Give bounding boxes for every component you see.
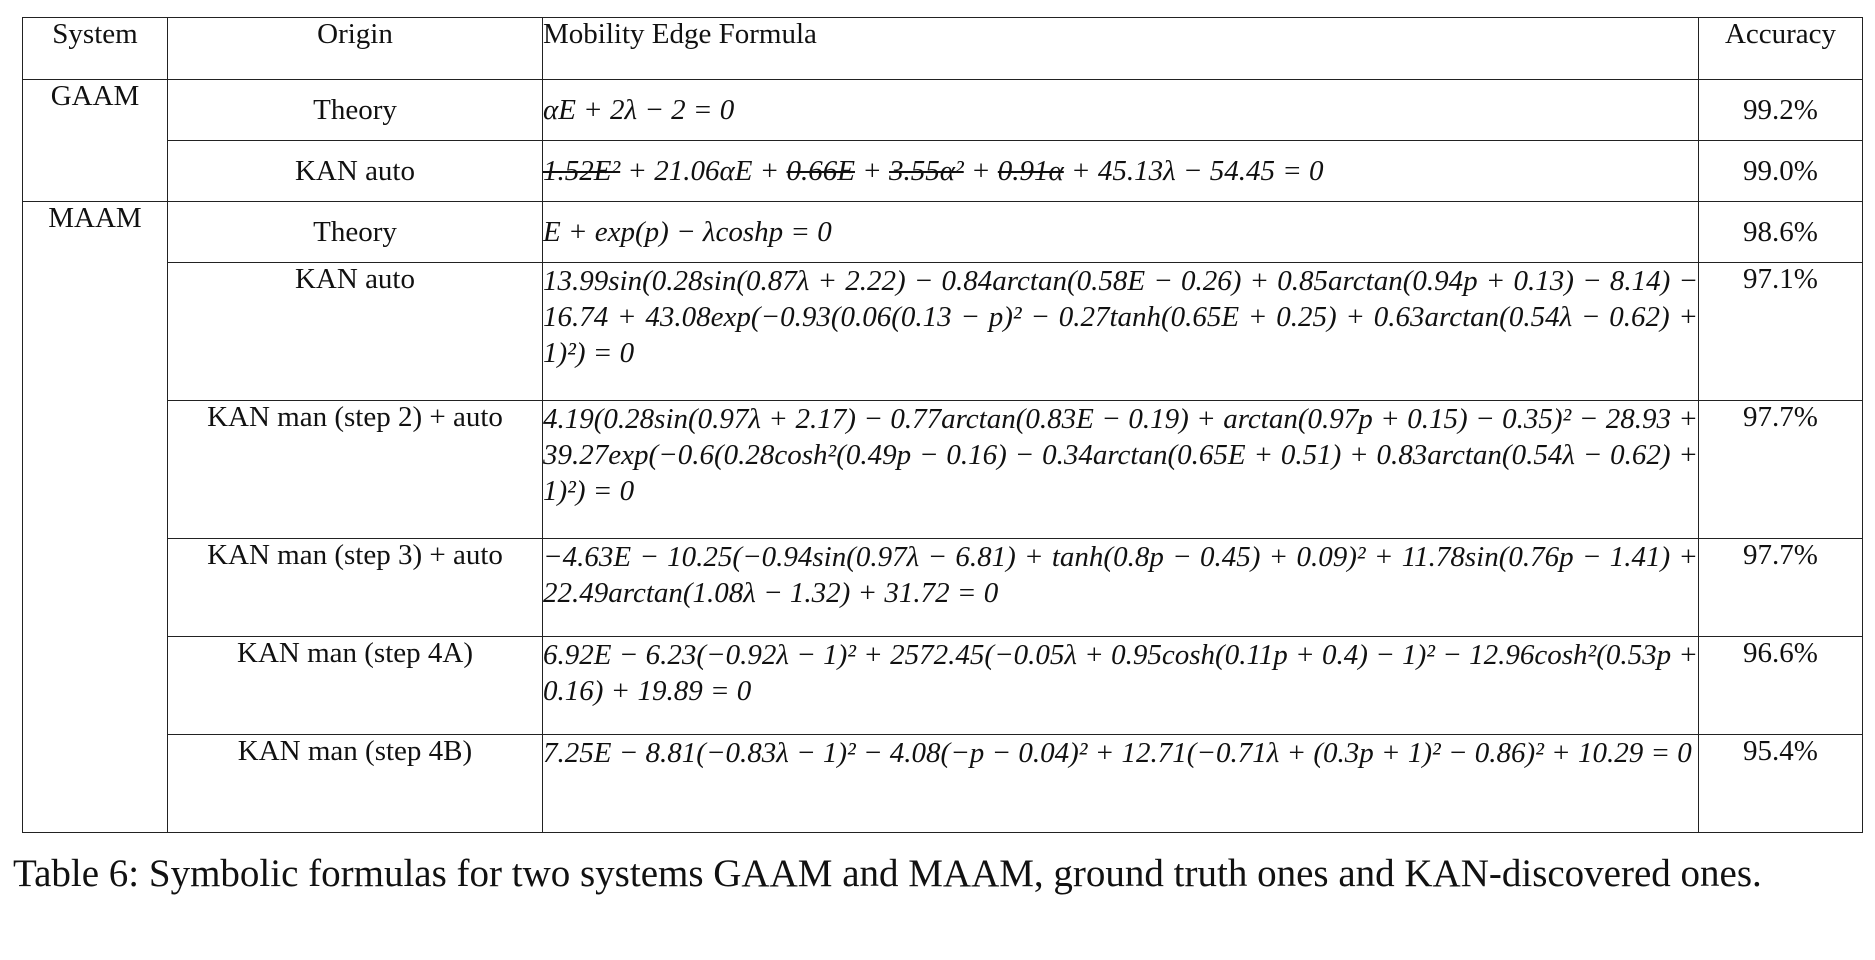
header-accuracy: Accuracy <box>1698 17 1863 80</box>
formula-cell-with-strikethrough: 1.52E² + 21.06αE + 0.66E + 3.55α² + 0.91… <box>542 140 1699 202</box>
formula-cell: αE + 2λ − 2 = 0 <box>542 79 1699 141</box>
formula-term: + <box>963 155 998 187</box>
struck-term: 0.66E <box>786 155 855 187</box>
origin-cell: KAN auto <box>167 262 543 401</box>
formula-cell: 4.19(0.28sin(0.97λ + 2.17) − 0.77arctan(… <box>542 400 1699 539</box>
header-origin: Origin <box>167 17 543 80</box>
formula-cell: 7.25E − 8.81(−0.83λ − 1)² − 4.08(−p − 0.… <box>542 734 1699 833</box>
origin-cell: KAN man (step 4B) <box>167 734 543 833</box>
table-row: KAN man (step 2) + auto 4.19(0.28sin(0.9… <box>23 400 1863 539</box>
table-row: KAN man (step 4B) 7.25E − 8.81(−0.83λ − … <box>23 734 1863 833</box>
header-row: System Origin Mobility Edge Formula Accu… <box>22 17 1863 80</box>
origin-cell: KAN auto <box>167 140 543 202</box>
table-row: KAN auto 1.52E² + 21.06αE + 0.66E + 3.55… <box>23 140 1863 202</box>
origin-cell: Theory <box>167 79 543 141</box>
formula-cell: 13.99sin(0.28sin(0.87λ + 2.22) − 0.84arc… <box>542 262 1699 401</box>
formula-term: + <box>854 155 890 187</box>
table-row: MAAM Theory E + exp(p) − λcoshp = 0 98.6… <box>22 201 1863 833</box>
table-row: GAAM Theory αE + 2λ − 2 = 0 99.2% <box>22 79 1863 202</box>
header-formula: Mobility Edge Formula <box>542 17 1699 80</box>
origin-cell: KAN man (step 4A) <box>167 636 543 735</box>
accuracy-cell: 99.0% <box>1698 140 1863 202</box>
accuracy-cell: 98.6% <box>1698 201 1863 263</box>
accuracy-cell: 96.6% <box>1698 636 1863 735</box>
struck-term: 0.91α <box>997 155 1064 187</box>
table-row: KAN man (step 4A) 6.92E − 6.23(−0.92λ − … <box>23 636 1863 735</box>
formula-cell: E + exp(p) − λcoshp = 0 <box>542 201 1699 263</box>
formula-term: + 45.13λ − 54.45 = 0 <box>1063 155 1324 187</box>
formula-table-container: System Origin Mobility Edge Formula Accu… <box>22 17 1863 833</box>
formula-term: + 21.06αE + <box>620 155 787 187</box>
formula-cell: −4.63E − 10.25(−0.94sin(0.97λ − 6.81) + … <box>542 538 1699 637</box>
accuracy-cell: 97.1% <box>1698 262 1863 401</box>
accuracy-cell: 95.4% <box>1698 734 1863 833</box>
struck-term: 1.52E² <box>543 155 621 187</box>
system-cell-maam: MAAM <box>22 201 168 833</box>
struck-term: 3.55α² <box>889 155 964 187</box>
mobility-edge-table: System Origin Mobility Edge Formula Accu… <box>22 17 1863 833</box>
header-system: System <box>22 17 168 80</box>
accuracy-cell: 99.2% <box>1698 79 1863 141</box>
system-cell-gaam: GAAM <box>22 79 168 202</box>
origin-cell: KAN man (step 3) + auto <box>167 538 543 637</box>
origin-cell: KAN man (step 2) + auto <box>167 400 543 539</box>
origin-cell: Theory <box>167 201 543 263</box>
table-row: KAN auto 13.99sin(0.28sin(0.87λ + 2.22) … <box>23 262 1863 401</box>
formula-cell: 6.92E − 6.23(−0.92λ − 1)² + 2572.45(−0.0… <box>542 636 1699 735</box>
accuracy-cell: 97.7% <box>1698 400 1863 539</box>
table-caption: Table 6: Symbolic formulas for two syste… <box>13 852 1762 895</box>
table-row: KAN man (step 3) + auto −4.63E − 10.25(−… <box>23 538 1863 637</box>
accuracy-cell: 97.7% <box>1698 538 1863 637</box>
